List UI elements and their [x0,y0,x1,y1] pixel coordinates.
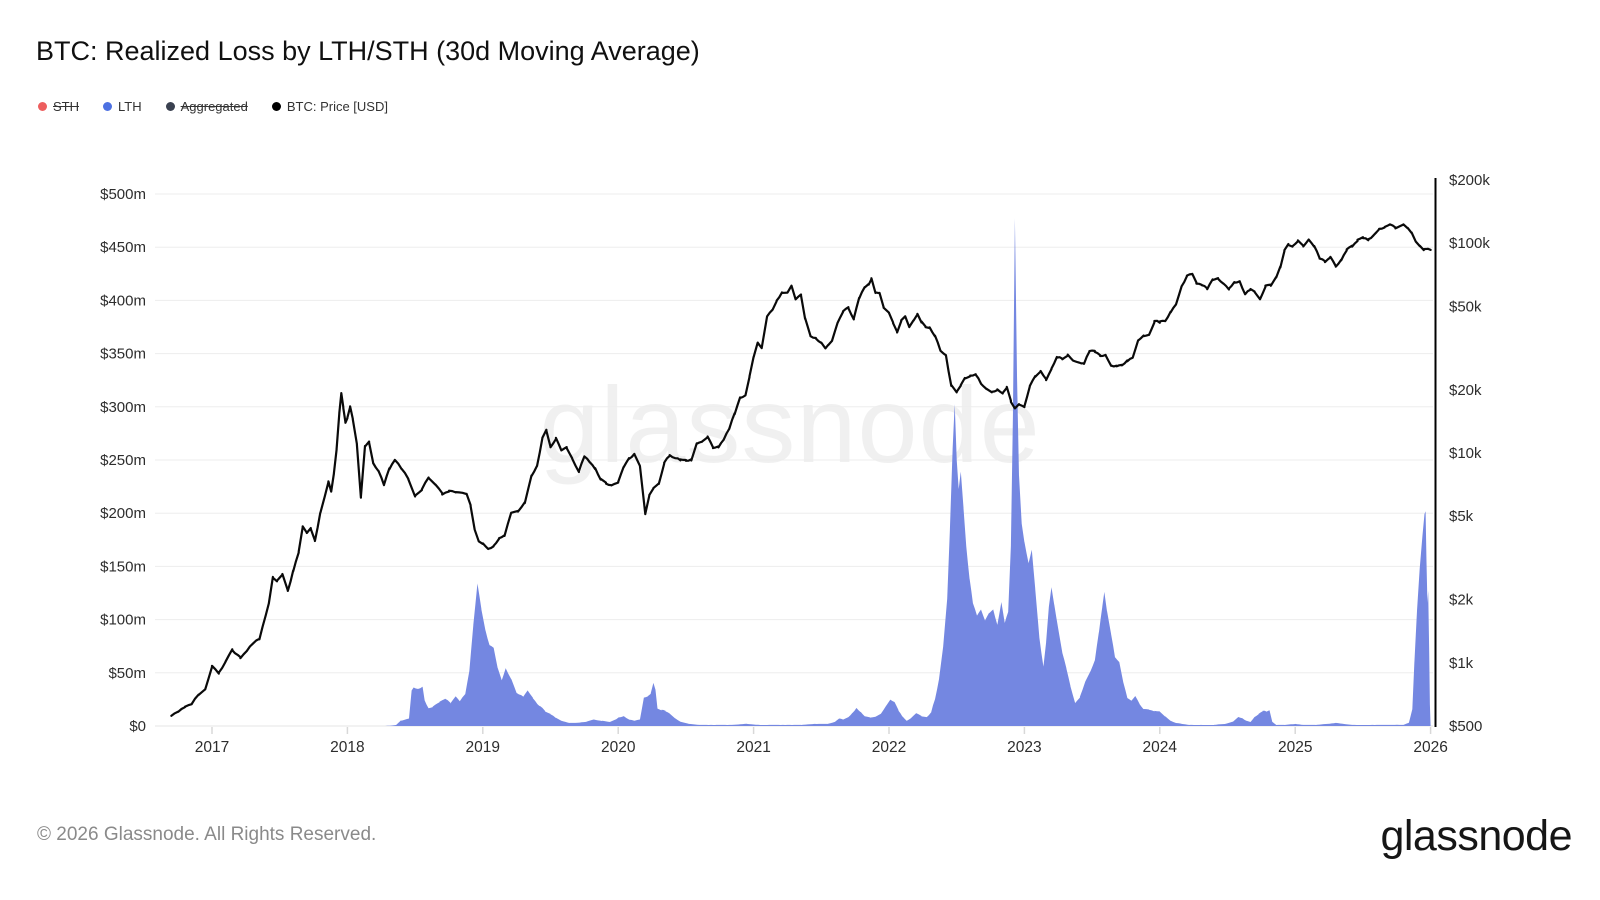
right-axis-tick-label: $5k [1449,508,1474,525]
left-axis-tick-label: $50m [108,665,146,682]
left-axis-tick-label: $400m [100,292,146,309]
legend-label: LTH [118,99,142,114]
legend-dot [38,102,47,111]
x-axis-tick-label: 2020 [601,739,636,756]
left-axis-tick-label: $500m [100,186,146,203]
right-axis-tick-label: $200k [1449,172,1490,189]
btc-price-line[interactable] [170,223,1432,717]
legend-dot [271,102,281,111]
right-axis-tick-label: $500 [1449,718,1482,735]
right-axis-tick-label: $2k [1449,592,1474,609]
legend-label: Aggregated [180,99,248,114]
x-axis-tick-label: 2021 [736,739,770,756]
legend-item-aggregated[interactable]: Aggregated [165,99,248,114]
left-axis-tick-label: $0 [129,718,146,735]
legend-item-lth[interactable]: LTH [103,99,142,114]
left-axis-tick-label: $450m [100,239,146,256]
axis-labels: $0 $50m $100m $150m $200m $250m $300m $350m $400… [100,172,1490,756]
legend-item-btc-price-usd[interactable]: BTC: Price [USD] [271,99,388,114]
legend-dot [103,102,112,111]
right-axis-tick-label: $10k [1449,445,1482,462]
left-axis-tick-label: $100m [100,612,146,629]
right-axis-tick-label: $100k [1449,235,1490,252]
legend-label: STH [53,99,79,114]
legend-label: BTC: Price [USD] [286,99,388,114]
legend-item-sth[interactable]: STH [38,99,79,114]
right-axis-tick-label: $50k [1449,298,1482,315]
gridlines [155,193,1433,727]
x-axis-tick-label: 2026 [1413,739,1447,756]
x-axis-tick-label: 2024 [1143,739,1178,756]
x-axis-ticks [211,727,1432,734]
right-axis-tick-label: $1k [1449,655,1474,672]
x-axis-tick-label: 2017 [195,739,229,756]
x-axis-tick-label: 2019 [466,739,500,756]
legend: STH LTH Aggregated BTC: Price [USD] [38,99,388,114]
x-axis-tick-label: 2025 [1278,739,1312,756]
x-axis-tick-label: 2018 [330,739,364,756]
right-axis-tick-label: $20k [1449,382,1482,399]
left-axis-tick-label: $250m [100,452,146,469]
left-axis-tick-label: $300m [100,399,146,416]
x-axis-tick-label: 2023 [1007,739,1041,756]
x-axis-tick-label: 2022 [872,739,906,756]
left-axis-tick-label: $350m [100,346,146,363]
left-axis-tick-label: $150m [100,558,146,575]
page-title: BTC: Realized Loss by LTH/STH (30d Movin… [36,36,700,66]
glassnode-logo: glassnode [1380,812,1572,860]
left-axis-tick-label: $200m [100,505,146,522]
legend-dot [165,102,175,111]
copyright-text: © 2026 Glassnode. All Rights Reserved. [37,824,377,845]
